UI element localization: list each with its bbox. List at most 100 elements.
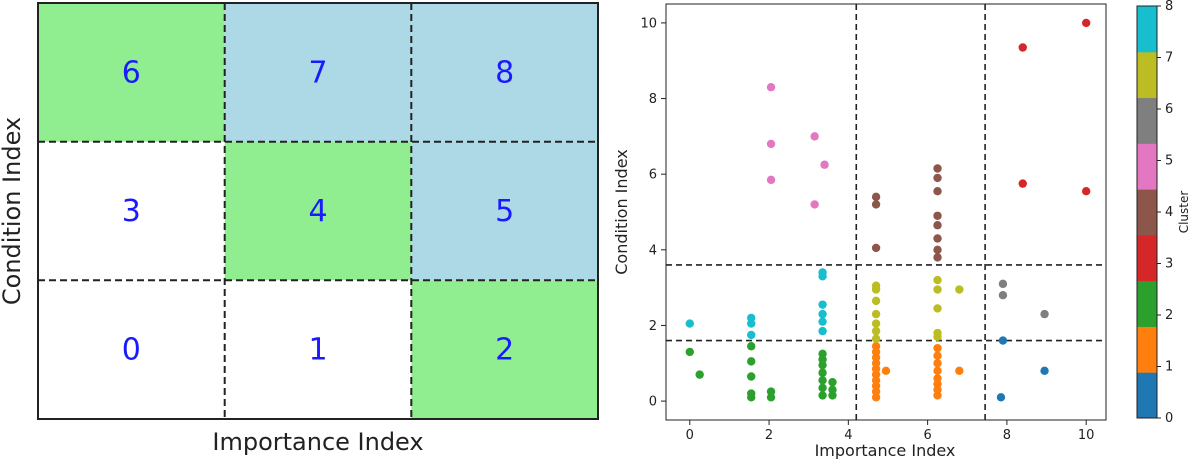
scatter-point [998,279,1008,289]
grid-cell-label: 3 [122,194,141,229]
grid-cell [224,141,412,281]
x-tick-label: 4 [844,428,852,443]
colorbar-tick-label: 3 [1165,257,1173,272]
scatter-point [871,243,881,253]
colorbar-segment [1137,97,1157,144]
scatter-point [933,366,942,376]
grid-cell [224,3,412,142]
grid-cell-label: 5 [495,194,514,229]
scatter-point [766,139,776,149]
scatter-point [818,391,827,400]
scatter-point [933,234,942,243]
scatter-point [747,389,756,398]
x-tick-label: 8 [1003,428,1011,443]
scatter-point [810,200,819,209]
scatter-x-axis-label: Importance Index [815,441,956,459]
scatter-y-axis-label: Condition Index [612,149,631,274]
colorbar-label: Cluster [1177,191,1191,234]
scatter-point [871,334,881,343]
quadrant-grid-frame [37,2,599,420]
scatter-point [871,319,881,328]
grid-cell-label: 7 [308,55,327,90]
scatter-point [810,132,819,141]
scatter-point [818,317,827,326]
scatter-point [1018,43,1027,52]
scatter-point [1040,366,1049,376]
scatter-point [996,393,1006,402]
grid-cell [38,3,225,142]
scatter-point [818,349,827,359]
grid-cell [411,280,598,419]
colorbar-tick-label: 7 [1165,51,1173,66]
x-tick-label: 6 [923,428,931,443]
scatter-point [1018,179,1027,188]
y-tick-label: 6 [649,168,657,183]
grid-cell-label: 2 [495,333,514,368]
scatter-point [871,342,881,351]
scatter-point [871,326,881,336]
grid-y-axis-label: Condition Index [0,117,26,305]
scatter-point [871,296,881,306]
scatter-point [933,245,942,255]
scatter-points [685,18,1091,402]
grid-cell-label: 6 [122,55,141,90]
scatter-point [766,387,776,396]
colorbar-segment [1137,280,1157,327]
scatter-point [695,370,704,379]
scatter-point [955,285,964,294]
scatter-point [871,285,881,294]
scatter-point [685,347,694,357]
scatter-point [933,359,942,368]
scatter-point [1081,18,1091,28]
scatter-point [998,336,1008,345]
colorbar-segment [1137,189,1157,236]
colorbar-segment [1137,51,1157,99]
scatter-point [1040,309,1049,319]
colorbar-tick-label: 8 [1165,0,1173,14]
scatter-point [933,187,942,196]
scatter-point [933,304,942,313]
scatter-point [747,357,756,366]
scatter-point [933,285,942,294]
colorbar-segment [1137,234,1157,282]
colorbar-tick-label: 1 [1165,360,1173,375]
grid-cell [224,280,412,419]
colorbar-tick-label: 0 [1165,411,1173,426]
x-tick-label: 0 [686,428,694,443]
scatter-point [933,253,942,262]
y-tick-label: 0 [649,395,657,410]
scatter-point [685,319,694,328]
scatter-point [828,377,837,387]
scatter-point [818,383,827,393]
cluster-colorbar [1137,6,1157,419]
x-tick-label: 2 [765,428,773,443]
scatter-point [933,332,942,341]
scatter-point [871,192,881,202]
x-tick-label: 10 [1078,428,1095,443]
colorbar-segment [1137,372,1157,419]
scatter-x-ticks: 0 2 4 6 8 10 [686,420,1095,443]
colorbar-tick-label: 2 [1165,308,1173,323]
colorbar-segment [1137,326,1157,373]
scatter-point [933,275,942,285]
scatter-point [933,374,942,383]
scatter-point [818,376,827,385]
colorbar-tick-label: 6 [1165,102,1173,117]
colorbar-segment [1137,6,1157,53]
scatter-point [871,309,881,319]
scatter-point [747,330,756,340]
grid-cell [38,141,225,281]
grid-cell [411,3,598,142]
grid-cell-label: 8 [495,55,514,90]
scatter-point [766,83,776,92]
scatter-point [818,368,827,377]
scatter-point [818,300,827,309]
scatter-point [818,272,827,281]
scatter-point [933,173,942,183]
scatter-point [818,309,827,319]
scatter-point [933,351,942,360]
y-tick-label: 2 [649,319,657,334]
colorbar-segment [1137,143,1157,190]
scatter-point [747,372,756,381]
scatter-point [828,385,837,394]
